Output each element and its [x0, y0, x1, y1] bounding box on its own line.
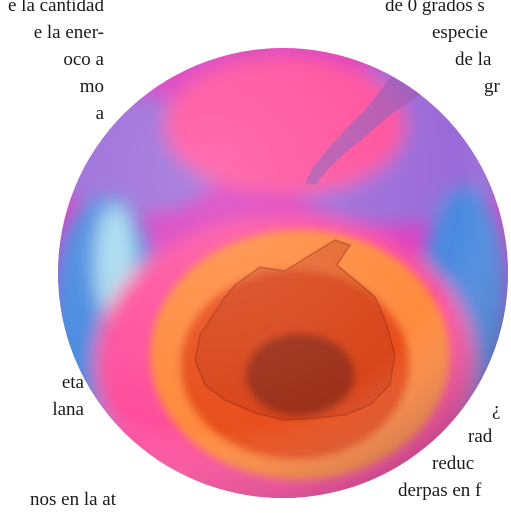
- text-line: oco a: [63, 49, 104, 70]
- bottom-text-line: nos en la at: [30, 489, 117, 510]
- text-line: mo: [79, 76, 104, 97]
- right-text-line: ¿: [492, 399, 501, 420]
- right-text-line: rad: [468, 426, 493, 447]
- right-text-line: derpas en f: [398, 480, 482, 501]
- right-text-line: especie: [432, 22, 488, 43]
- globe-surface: [58, 48, 508, 498]
- text-line: e la cantidad: [7, 0, 104, 16]
- text-line: lana: [52, 399, 84, 420]
- text-line: eta: [61, 372, 84, 393]
- right-text-line: gr: [484, 76, 500, 97]
- left-text-column: e la cantidad e la ener- oco a mo a: [0, 0, 104, 127]
- right-text-line: de 0 grados s: [385, 0, 485, 16]
- right-text-line: reduc: [432, 453, 475, 474]
- globe-svg: [58, 48, 508, 498]
- text-line: a: [95, 103, 104, 124]
- ozone-globe-image: [45, 35, 511, 511]
- right-text-line: de la: [455, 49, 492, 70]
- text-line: e la ener-: [33, 22, 104, 43]
